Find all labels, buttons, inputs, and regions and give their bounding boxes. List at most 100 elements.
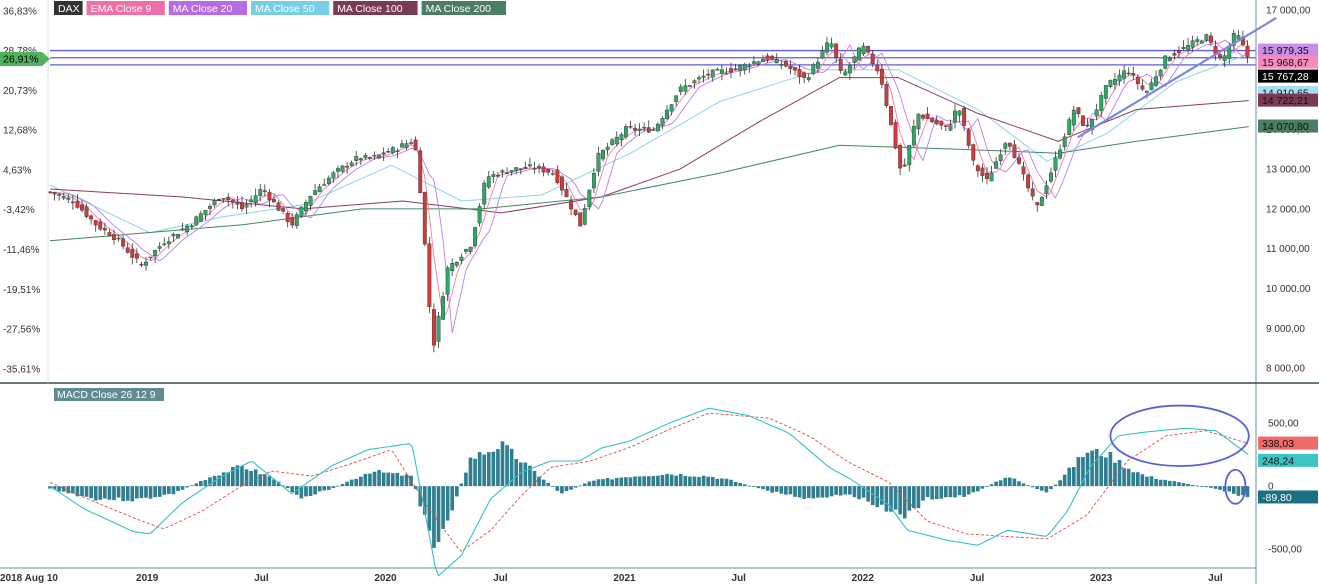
macd-histogram-bar (413, 486, 418, 490)
macd-panel: MACD Close 26 12 9 (48, 388, 1250, 577)
macd-value-label: 338,03 (1262, 438, 1294, 450)
candle-body (491, 174, 496, 177)
macd-histogram-bar (1103, 457, 1108, 487)
macd-histogram-bar (989, 484, 994, 487)
macd-histogram-bar (112, 486, 116, 501)
macd-histogram-bar (390, 473, 395, 487)
macd-histogram-bar (1245, 486, 1250, 498)
candle-body (765, 55, 770, 61)
percent-tick-label: -19,51% (3, 285, 40, 296)
candle-body (747, 65, 752, 68)
macd-histogram-bar (724, 478, 729, 487)
macd-histogram-bar (1140, 474, 1145, 487)
candle-body (1209, 35, 1213, 43)
candle-body (1108, 80, 1113, 88)
percent-tick-label: 36,83% (3, 6, 37, 17)
candle-body (697, 77, 701, 80)
candle-body (655, 123, 660, 132)
macd-histogram-bar (500, 441, 505, 487)
candle-body (1085, 124, 1090, 127)
candle-body (189, 225, 194, 228)
candle-body (262, 190, 267, 192)
candle-body (409, 142, 414, 144)
candle-body (93, 220, 98, 226)
macd-histogram-bar (518, 462, 523, 487)
macd-histogram-bar (756, 486, 761, 489)
candle-body (454, 261, 459, 266)
macd-histogram-bar (944, 486, 948, 498)
candle-body (852, 56, 857, 63)
candle-body (390, 147, 395, 154)
candle-body (61, 196, 66, 199)
macd-histogram-bar (304, 486, 308, 497)
macd-histogram-bar (688, 476, 692, 487)
candle-body (738, 65, 743, 71)
candle-body (847, 65, 852, 74)
macd-histogram-bar (340, 483, 345, 487)
macd-histogram-bar (1213, 486, 1218, 489)
macd-histogram-bar (628, 477, 633, 487)
candle-body (372, 154, 377, 157)
macd-histogram-bar (1227, 486, 1232, 492)
macd-histogram-bar (788, 486, 793, 495)
candle-body (139, 263, 144, 266)
candle-body (623, 126, 628, 138)
price-label-box (1258, 119, 1318, 133)
candle-body (368, 157, 372, 159)
macd-histogram-bar (1149, 476, 1154, 487)
candle-body (1071, 109, 1076, 126)
macd-histogram-bar (441, 486, 445, 529)
macd-histogram-bar (322, 486, 327, 491)
macd-histogram-bar (185, 486, 189, 488)
candle-body (84, 206, 89, 217)
candle-body (715, 68, 720, 71)
candle-body (441, 296, 446, 320)
candle-body (1231, 32, 1236, 46)
time-tick-label: 2022 (852, 573, 875, 584)
candle-body (578, 212, 583, 227)
candle-body (1012, 144, 1017, 159)
candle-body (665, 109, 669, 119)
macd-histogram-bar (779, 486, 784, 494)
macd-histogram-bar (189, 485, 194, 487)
price-tick-label: 9 000,00 (1266, 324, 1305, 335)
candle-body (495, 174, 500, 177)
candle-body (1222, 55, 1227, 61)
candle-body (811, 64, 816, 75)
macd-histogram-bar (752, 486, 756, 487)
candle-body (244, 204, 249, 208)
macd-histogram-bar (742, 484, 747, 487)
macd-histogram-bar (368, 473, 372, 487)
macd-histogram-bar (774, 486, 779, 492)
macd-histogram-bar (880, 486, 884, 505)
candle-body (610, 139, 615, 145)
candle-body (934, 120, 939, 125)
candle-body (116, 237, 121, 240)
candle-body (349, 162, 354, 166)
candle-body (1122, 70, 1127, 79)
candle-body (989, 172, 994, 182)
macd-value-label: -89,80 (1262, 492, 1292, 504)
macd-histogram-bar (857, 486, 861, 500)
legend-swatch (421, 1, 506, 15)
time-tick-label: 2020 (374, 573, 397, 584)
candle-body (450, 263, 455, 272)
candle-body (1035, 202, 1040, 206)
candle-body (779, 64, 784, 66)
candle-body (930, 118, 935, 123)
macd-histogram-bar (651, 476, 656, 487)
macd-histogram-bar (1209, 486, 1213, 488)
candle-body (290, 217, 295, 226)
macd-histogram-bar (985, 486, 989, 487)
candle-body (395, 150, 400, 152)
macd-histogram-bar (1186, 483, 1190, 487)
percent-tick-label: -3,42% (3, 205, 35, 216)
macd-histogram-bar (249, 470, 253, 487)
macd-histogram-bar (262, 474, 267, 487)
macd-histogram-bar (912, 486, 916, 509)
macd-histogram-bar (404, 474, 409, 487)
candle-body (875, 64, 880, 72)
macd-histogram-bar (180, 486, 185, 490)
ma-line (49, 126, 1249, 242)
macd-histogram-bar (596, 479, 601, 487)
